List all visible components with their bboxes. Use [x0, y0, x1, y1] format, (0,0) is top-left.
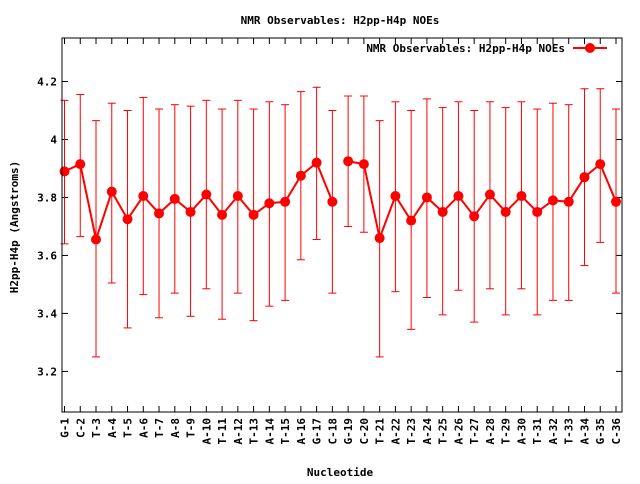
y-tick-label: 4.2: [37, 75, 57, 88]
legend-marker: [585, 43, 595, 53]
x-tick-label: A-34: [578, 418, 591, 445]
chart-title: NMR Observables: H2pp-H4p NOEs: [241, 14, 440, 27]
x-tick-label: G-19: [342, 418, 355, 445]
x-tick-label: T-15: [279, 418, 292, 445]
data-point: [248, 209, 259, 220]
data-point: [280, 196, 291, 207]
x-tick-label: A-10: [200, 418, 213, 445]
x-tick-label: T-13: [248, 418, 261, 445]
legend-label: NMR Observables: H2pp-H4p NOEs: [366, 42, 565, 55]
data-point: [500, 206, 511, 217]
x-tick-label: A-24: [421, 418, 434, 445]
x-tick-label: T-3: [90, 418, 103, 438]
data-point: [484, 189, 495, 200]
data-point: [75, 159, 86, 170]
data-point: [563, 196, 574, 207]
x-tick-label: A-26: [452, 418, 465, 445]
x-tick-label: A-32: [547, 418, 560, 445]
x-tick-label: G-35: [594, 418, 607, 445]
data-point: [406, 215, 417, 226]
data-point: [295, 170, 306, 181]
data-point: [217, 209, 228, 220]
x-tick-label: T-27: [468, 418, 481, 445]
x-tick-label: A-30: [515, 418, 528, 445]
x-tick-label: A-22: [389, 418, 402, 445]
data-point: [201, 189, 212, 200]
x-tick-label: T-21: [374, 418, 387, 445]
x-tick-label: A-16: [295, 418, 308, 445]
x-tick-label: A-28: [484, 418, 497, 445]
y-tick-label: 3.2: [37, 365, 57, 378]
x-tick-label: T-5: [122, 418, 135, 438]
x-tick-label: A-4: [106, 418, 119, 438]
x-tick-label: T-7: [153, 418, 166, 438]
x-tick-label: T-31: [531, 418, 544, 445]
data-point: [547, 195, 558, 206]
data-point: [106, 186, 117, 197]
data-point: [532, 206, 543, 217]
plot-area: 3.2 3.4 3.6 3.8 4 4.2 G-1 C-2 T-3 A-4 T-5 A-6 T-7 A-8…: [37, 38, 623, 445]
plot-frame: [61, 37, 623, 413]
data-point: [421, 192, 432, 203]
x-tick-label: G-1: [59, 418, 72, 438]
data-point: [453, 191, 464, 202]
x-tick-label: T-29: [500, 418, 513, 445]
data-point: [122, 214, 133, 225]
x-tick-label: T-23: [405, 418, 418, 445]
data-point: [59, 166, 70, 177]
x-tick-label: C-20: [358, 418, 371, 445]
y-axis-label: H2pp-H4p (Angstroms): [8, 161, 21, 293]
data-point: [185, 206, 196, 217]
x-tick-label: C-2: [74, 418, 87, 438]
x-tick-label: T-9: [185, 418, 198, 438]
data-point: [154, 208, 165, 219]
x-tick-label: C-18: [326, 418, 339, 445]
series-line: [64, 161, 334, 244]
data-point: [579, 172, 590, 183]
x-tick-label: A-6: [137, 418, 150, 438]
data-point: [91, 234, 102, 245]
data-point: [469, 211, 480, 222]
legend: NMR Observables: H2pp-H4p NOEs: [366, 42, 607, 55]
x-tick-label: T-33: [563, 418, 576, 445]
data-point: [311, 157, 322, 168]
data-point: [611, 196, 621, 207]
data-point: [264, 198, 275, 209]
x-tick-label: T-11: [216, 418, 229, 445]
x-tick-label: G-17: [311, 418, 324, 445]
data-point: [169, 193, 180, 204]
data-point: [390, 191, 401, 202]
data-point: [327, 196, 338, 207]
x-tick-label: A-8: [169, 418, 182, 438]
x-tick-label: C-36: [610, 418, 623, 445]
y-tick-label: 4: [50, 133, 57, 146]
data-point: [595, 159, 606, 170]
y-tick-label: 3.4: [37, 307, 57, 320]
y-tick-label: 3.8: [37, 191, 57, 204]
data-point: [343, 156, 354, 167]
y-tick-label: 3.6: [37, 249, 57, 262]
x-axis-label: Nucleotide: [307, 466, 374, 479]
data-point: [138, 191, 149, 202]
data-point: [374, 233, 385, 244]
x-tick-label: T-25: [437, 418, 450, 445]
data-point: [516, 191, 527, 202]
x-tick-label: A-12: [232, 418, 245, 445]
x-tick-label: A-14: [263, 418, 276, 445]
data-point: [232, 191, 243, 202]
data-point: [358, 159, 369, 170]
series-line: [347, 160, 617, 242]
data-point: [437, 206, 448, 217]
